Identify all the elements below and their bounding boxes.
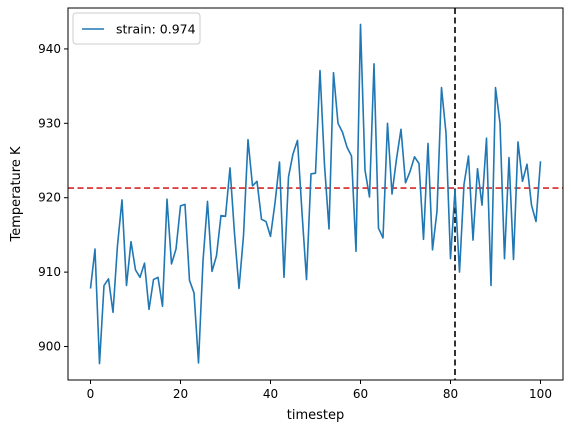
x-tick-label: 80 [443, 387, 458, 401]
x-tick-label: 0 [87, 387, 95, 401]
y-tick-label: 940 [38, 42, 61, 56]
y-axis-label: Temperature K [9, 146, 24, 242]
x-tick-label: 60 [353, 387, 368, 401]
x-axis-label: timestep [287, 408, 345, 423]
y-tick-label: 900 [38, 340, 61, 354]
legend-label: strain: 0.974 [116, 22, 196, 37]
y-tick-label: 930 [38, 116, 61, 130]
x-tick-label: 100 [529, 387, 552, 401]
y-tick-label: 910 [38, 265, 61, 279]
plot-frame [67, 7, 564, 381]
y-tick-label: 920 [38, 191, 61, 205]
x-tick-label: 20 [173, 387, 188, 401]
legend-box [72, 12, 201, 45]
x-tick-label: 40 [263, 387, 278, 401]
legend: strain: 0.974 [72, 12, 201, 45]
series-line [89, 23, 542, 365]
